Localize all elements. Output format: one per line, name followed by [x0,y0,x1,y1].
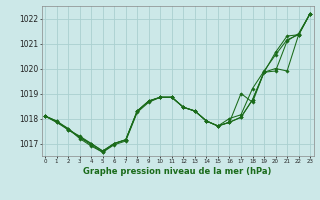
X-axis label: Graphe pression niveau de la mer (hPa): Graphe pression niveau de la mer (hPa) [84,167,272,176]
